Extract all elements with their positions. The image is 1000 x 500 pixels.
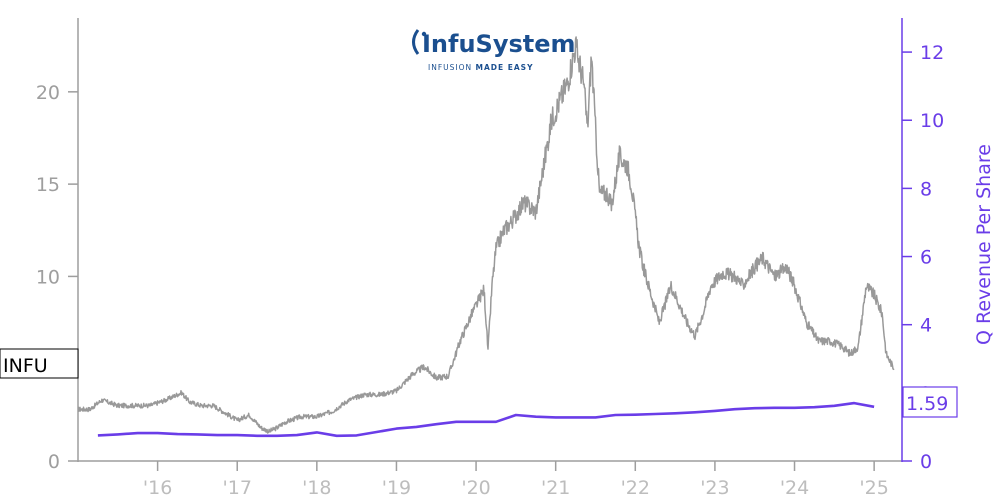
ticker-text: INFU <box>3 355 48 377</box>
bottom-tick-label: '20 <box>461 477 490 499</box>
left-axis-ticks: 05101520 <box>36 82 78 473</box>
right-tick-label: 10 <box>920 110 944 132</box>
left-tick-label: 20 <box>36 82 60 104</box>
bottom-tick-label: '17 <box>223 477 252 499</box>
infusystem-logo: InfuSystem INFUSION MADE EASY <box>412 29 576 72</box>
bottom-tick-label: '18 <box>302 477 331 499</box>
bottom-tick-label: '21 <box>541 477 570 499</box>
bottom-axis-ticks: '16 '17 '18 '19 '20 '21 '22 '23 '24 '25 <box>143 461 889 499</box>
bottom-tick-label: '19 <box>382 477 411 499</box>
left-tick-label: 0 <box>48 451 60 473</box>
left-tick-label: 15 <box>36 174 60 196</box>
right-axis-ticks: 024681012 <box>902 42 944 473</box>
svg-text:INFUSION MADE EASY: INFUSION MADE EASY <box>428 63 534 72</box>
last-value-text: 1.59 <box>906 393 948 415</box>
revenue-series-line <box>97 401 875 438</box>
right-axis-label: Q Revenue Per Share <box>973 144 995 345</box>
bottom-tick-label: '16 <box>143 477 172 499</box>
bottom-tick-label: '24 <box>780 477 809 499</box>
bottom-tick-label: '23 <box>700 477 729 499</box>
last-value-label: 1.59 <box>902 386 958 418</box>
bottom-tick-label: '25 <box>859 477 888 499</box>
right-tick-label: 12 <box>920 42 944 64</box>
bottom-tick-label: '22 <box>621 477 650 499</box>
logo-swoosh-icon <box>412 29 420 55</box>
right-tick-label: 4 <box>920 315 932 337</box>
left-tick-label: 10 <box>36 266 60 288</box>
right-tick-label: 6 <box>920 247 932 269</box>
ticker-label: INFU <box>0 348 79 379</box>
price-series-line <box>77 36 895 434</box>
right-tick-label: 0 <box>920 451 932 473</box>
logo-text: InfuSystem <box>422 30 576 58</box>
right-tick-label: 8 <box>920 178 932 200</box>
